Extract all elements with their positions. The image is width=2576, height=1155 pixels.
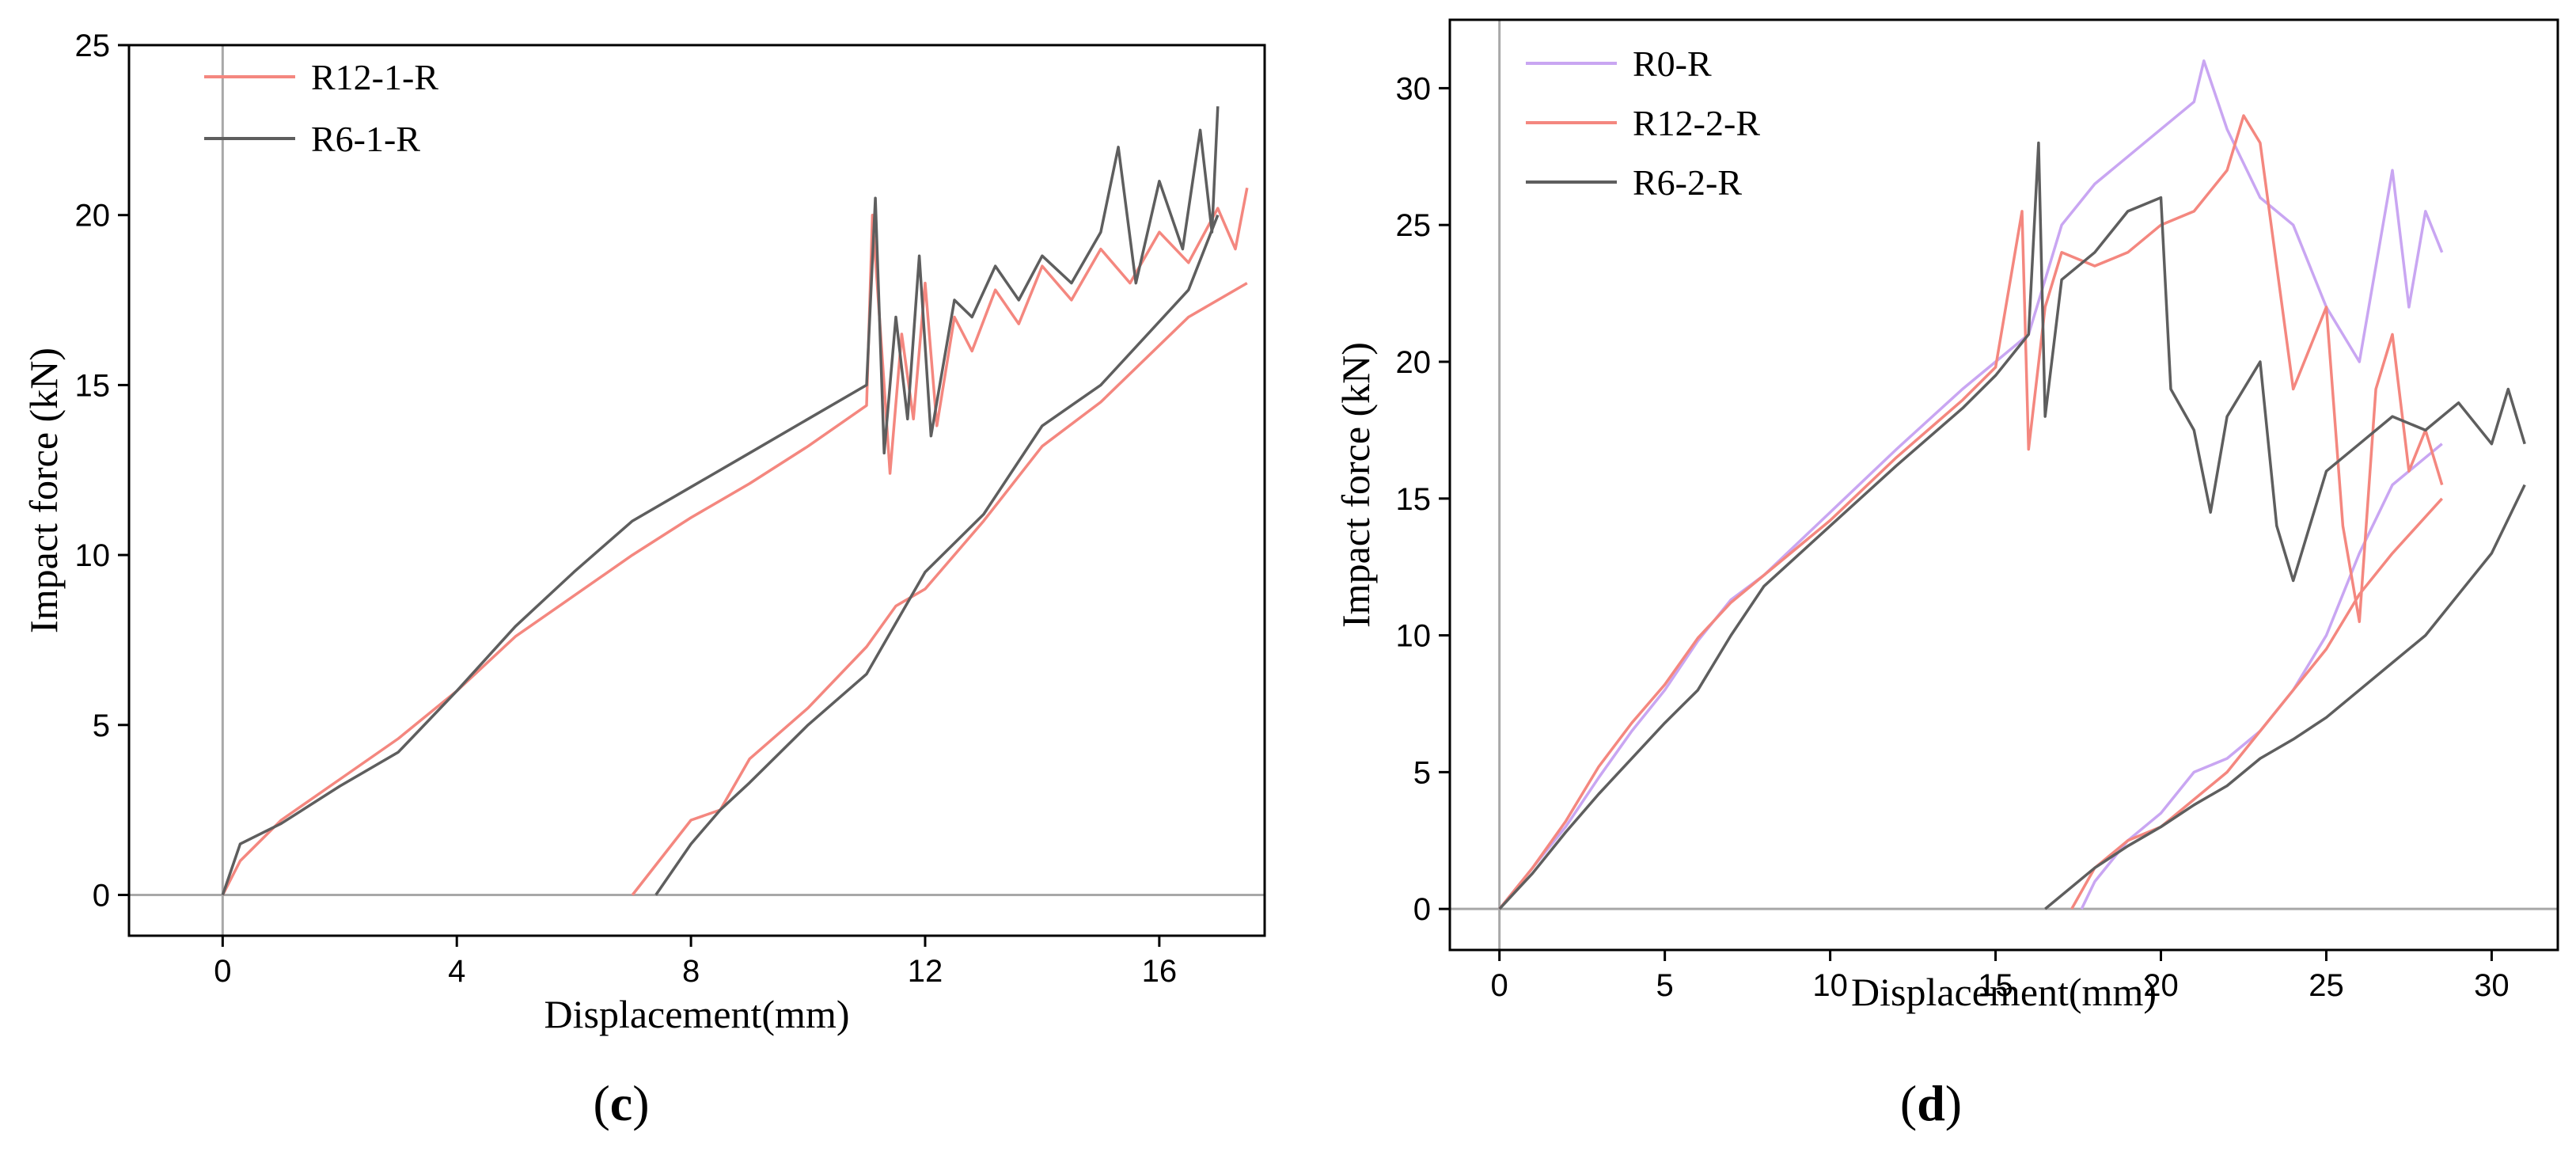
y-tick-label: 15 (75, 368, 111, 403)
series-line-R0-R-unloading (2080, 443, 2443, 910)
legend-label: R6-1-R (311, 119, 420, 159)
legend-label: R6-2-R (1633, 162, 1742, 203)
chart-panel-c: 0 4 8 12 16 0 5 10 15 20 25 Displacement(mm) Impact … (21, 28, 1266, 1131)
x-tick-label: 4 (448, 954, 465, 989)
series-line-R12-1-R-loading (221, 187, 1249, 896)
x-tick-label: 8 (682, 954, 700, 989)
x-tick-label: 30 (2474, 968, 2510, 1003)
panel-label: (d) (1900, 1075, 1962, 1131)
x-axis-title: Displacement(mm) (1851, 970, 2157, 1014)
y-tick-label: 0 (1413, 892, 1431, 927)
y-tick-label: 5 (93, 709, 110, 743)
series-line-R12-2-R-loading (1498, 114, 2444, 910)
legend-label: R0-R (1633, 44, 1712, 84)
x-tick-label: 0 (1491, 968, 1508, 1003)
x-tick-label: 20 (2143, 968, 2179, 1003)
series-line-R6-2-R-unloading (2044, 484, 2526, 910)
x-axis-title: Displacement(mm) (544, 992, 850, 1036)
legend-label: R12-1-R (311, 57, 438, 97)
y-tick-label: 20 (75, 199, 111, 234)
y-tick-label: 25 (75, 28, 111, 63)
y-tick-label: 15 (1396, 482, 1432, 517)
series-line-R12-2-R-unloading (2070, 497, 2443, 910)
y-axis-title: Impact force (kN) (1334, 342, 1378, 628)
plot-frame (127, 44, 1266, 937)
y-tick-label: 20 (1396, 345, 1432, 380)
series-line-R6-1-R-unloading (654, 215, 1220, 896)
y-tick-label: 5 (1413, 755, 1431, 790)
x-tick-label: 25 (2309, 968, 2344, 1003)
series-line-R12-1-R-unloading (631, 282, 1248, 896)
legend-label: R12-2-R (1633, 103, 1760, 143)
x-tick-label: 16 (1142, 954, 1178, 989)
chart-panel-d: 0 5 10 15 20 25 30 0 5 10 15 20 25 30 Displacement(mm)… (1334, 18, 2559, 1131)
series-line-R6-2-R-loading (1498, 141, 2526, 910)
panel-label: (c) (593, 1075, 649, 1131)
x-tick-label: 12 (908, 954, 943, 989)
y-axis-title: Impact force (kN) (21, 348, 66, 633)
plot-frame (1448, 18, 2559, 952)
series-line-R6-1-R-loading (221, 106, 1220, 896)
y-tick-label: 30 (1396, 71, 1432, 106)
y-tick-label: 10 (75, 538, 111, 573)
series-line-R0-R-loading (1498, 59, 2444, 910)
x-tick-label: 15 (1978, 968, 2013, 1003)
y-tick-label: 10 (1396, 619, 1432, 654)
x-tick-label: 10 (1812, 968, 1848, 1003)
y-tick-label: 25 (1396, 208, 1432, 243)
y-tick-label: 0 (93, 878, 110, 913)
x-tick-label: 5 (1656, 968, 1674, 1003)
x-tick-label: 0 (214, 954, 231, 989)
